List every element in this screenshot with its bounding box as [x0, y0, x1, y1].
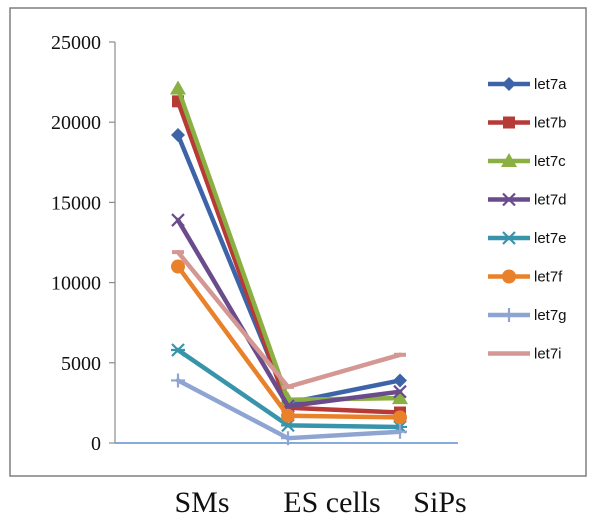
data-point [502, 308, 516, 322]
data-point [393, 410, 407, 425]
data-point [502, 192, 516, 207]
legend-label: let7i [534, 346, 562, 363]
data-point [393, 384, 407, 399]
series-let7g [171, 373, 407, 446]
y-tick-label: 0 [91, 433, 101, 455]
legend-label: let7d [534, 192, 567, 209]
y-tick-label: 5000 [61, 353, 101, 375]
y-tick-label: 10000 [51, 273, 101, 295]
data-point [170, 80, 186, 95]
legend-entry: let7b [488, 115, 567, 132]
legend-entry: let7c [488, 153, 566, 170]
data-point [171, 259, 185, 274]
y-tick-label: 20000 [51, 112, 101, 134]
legend-entry: let7e [488, 230, 567, 247]
data-point [503, 351, 515, 356]
data-point [172, 250, 184, 255]
data-point [392, 390, 408, 405]
data-point [393, 373, 407, 388]
category-labels: SMs ES cells SiPs [174, 486, 466, 519]
legend-label: let7e [534, 230, 567, 247]
data-point [394, 352, 406, 357]
x-category-label: SiPs [413, 486, 466, 519]
data-point [282, 384, 294, 389]
legend-entry: let7f [488, 269, 563, 286]
x-category-label: SMs [174, 486, 229, 519]
y-tick-label: 15000 [51, 192, 101, 214]
legend: let7a let7b let7c let7d let7e let7f let7g let7i [488, 76, 567, 363]
legend-label: let7a [534, 76, 567, 93]
legend-label: let7b [534, 115, 567, 132]
legend-entry: let7d [488, 192, 567, 209]
data-point [393, 424, 407, 439]
series-let7i [172, 249, 406, 390]
data-point [171, 213, 185, 227]
x-category-label: ES cells [283, 486, 381, 519]
legend-label: let7g [534, 307, 567, 324]
data-point [502, 77, 516, 91]
data-point [503, 116, 515, 129]
data-point [501, 153, 517, 167]
data-point [502, 231, 516, 245]
data-point [171, 343, 185, 357]
legend-entry: let7g [488, 307, 567, 324]
legend-label: let7c [534, 153, 566, 170]
data-point [502, 269, 516, 284]
data-point [281, 431, 295, 446]
legend-entry: let7i [488, 346, 562, 363]
data-point [171, 373, 185, 388]
legend-label: let7f [534, 269, 563, 286]
y-axis: 0 5000 10000 15000 20000 25000 [51, 32, 116, 455]
data-point [171, 128, 185, 143]
series-let7f [171, 259, 407, 425]
series-lines [170, 80, 408, 446]
legend-entry: let7a [488, 76, 567, 93]
data-point [281, 408, 295, 423]
y-tick-label: 25000 [51, 32, 101, 54]
